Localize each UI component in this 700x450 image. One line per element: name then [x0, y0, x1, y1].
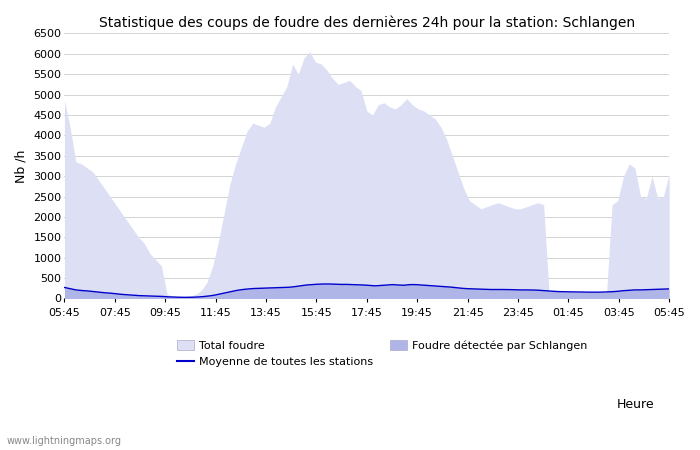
Text: Heure: Heure: [617, 398, 655, 411]
Legend: Total foudre, Moyenne de toutes les stations, Foudre détectée par Schlangen: Total foudre, Moyenne de toutes les stat…: [173, 336, 592, 371]
Title: Statistique des coups de foudre des dernières 24h pour la station: Schlangen: Statistique des coups de foudre des dern…: [99, 15, 635, 30]
Text: www.lightningmaps.org: www.lightningmaps.org: [7, 436, 122, 446]
Y-axis label: Nb /h: Nb /h: [15, 149, 28, 183]
